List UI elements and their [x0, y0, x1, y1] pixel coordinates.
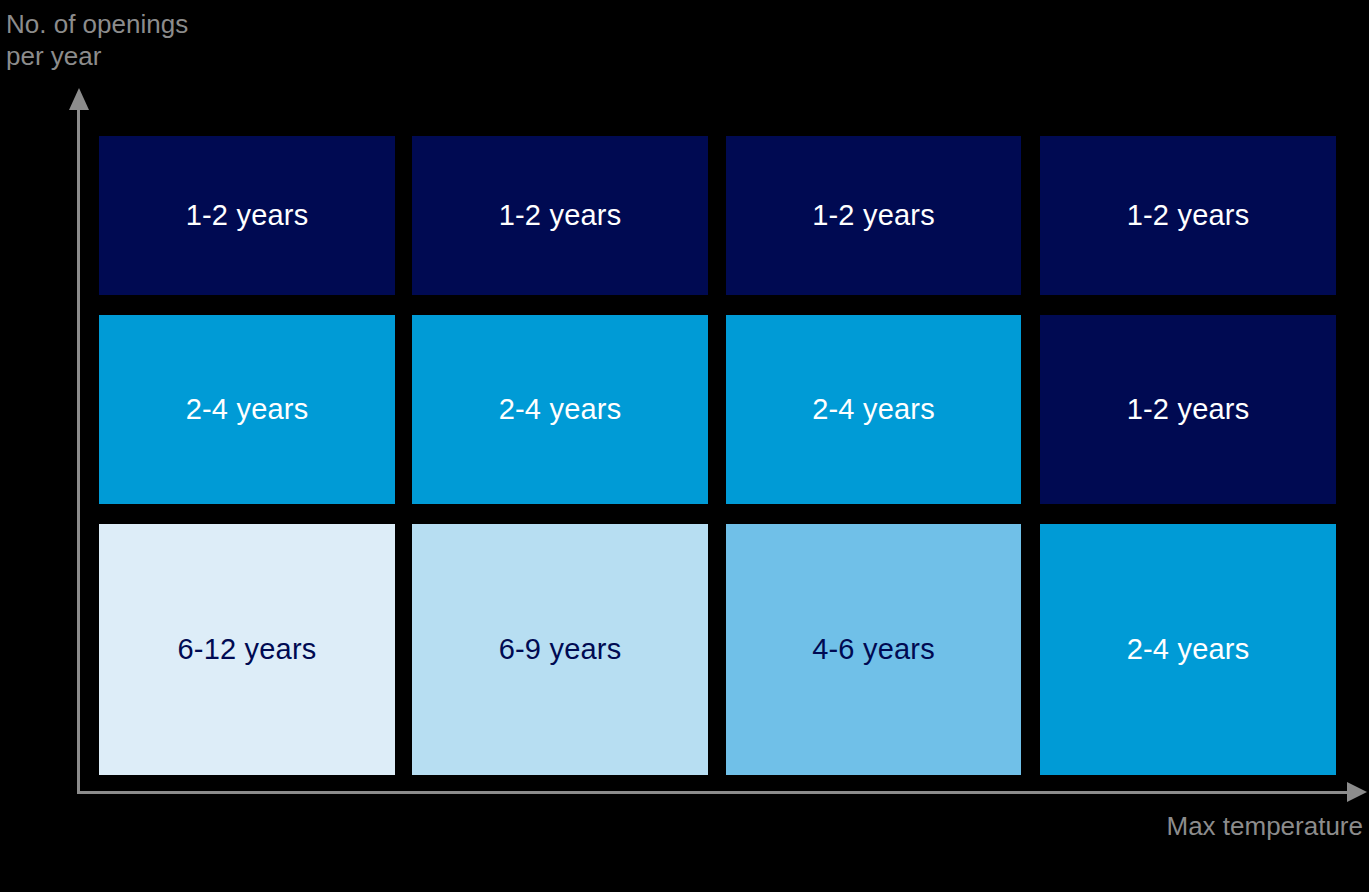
x-axis-line: [77, 791, 1349, 794]
matrix-cell: 6-9 years: [412, 524, 708, 775]
matrix-cell: 1-2 years: [1040, 315, 1336, 504]
matrix-cell: 2-4 years: [412, 315, 708, 504]
y-axis-label-line2: per year: [6, 40, 188, 72]
x-axis-arrow-icon: [1347, 782, 1367, 802]
x-axis-label: Max temperature: [1166, 810, 1363, 842]
y-axis-label-line1: No. of openings: [6, 8, 188, 40]
y-axis-label: No. of openings per year: [6, 8, 188, 72]
matrix-cell: 2-4 years: [99, 315, 395, 504]
matrix-cell: 6-12 years: [99, 524, 395, 775]
matrix-cell: 1-2 years: [412, 136, 708, 295]
matrix-cell: 2-4 years: [1040, 524, 1336, 775]
matrix-cell: 4-6 years: [726, 524, 1021, 775]
matrix-cell: 1-2 years: [726, 136, 1021, 295]
matrix-cell: 1-2 years: [1040, 136, 1336, 295]
matrix-cell: 1-2 years: [99, 136, 395, 295]
lifetime-matrix-chart: No. of openings per year Max temperature…: [0, 0, 1369, 892]
y-axis-line: [77, 106, 80, 793]
matrix-cell: 2-4 years: [726, 315, 1021, 504]
